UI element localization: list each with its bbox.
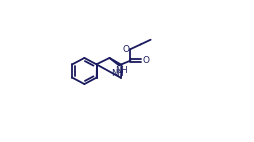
Text: O: O bbox=[123, 45, 130, 54]
Text: NH: NH bbox=[111, 69, 124, 78]
Text: O: O bbox=[143, 56, 150, 65]
Text: NH: NH bbox=[115, 66, 128, 75]
